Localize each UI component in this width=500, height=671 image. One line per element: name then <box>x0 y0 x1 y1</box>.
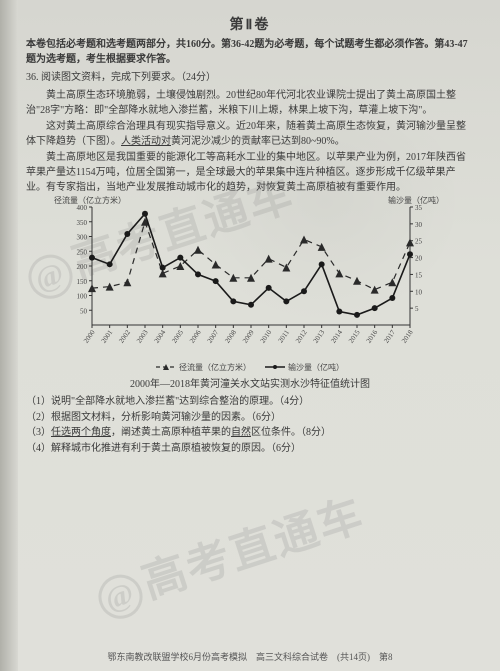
svg-text:5: 5 <box>415 305 419 313</box>
underlined-text: 任选两个角度 <box>51 427 111 438</box>
runoff-sediment-chart: 5010015020025030035040051015202530352000… <box>60 199 440 364</box>
svg-text:2009: 2009 <box>241 328 256 344</box>
svg-text:2003: 2003 <box>135 328 150 344</box>
svg-text:2001: 2001 <box>100 328 115 344</box>
svg-text:2006: 2006 <box>188 328 203 344</box>
svg-text:150: 150 <box>77 277 88 285</box>
svg-text:2000: 2000 <box>82 328 97 344</box>
paragraph-tail: 黄河泥沙减少的贡献率已达到80~90%。 <box>171 136 345 147</box>
paragraph: 黄土高原地区是我国重要的能源化工等高耗水工业的集中地区。以苹果产业为例，2017… <box>26 150 474 195</box>
chart-svg: 5010015020025030035040051015202530352000… <box>60 199 440 349</box>
svg-text:25: 25 <box>415 237 423 245</box>
svg-text:2012: 2012 <box>294 328 309 344</box>
section-title: 第Ⅱ卷 <box>26 14 474 34</box>
svg-text:2004: 2004 <box>153 328 168 344</box>
left-y-axis-title: 径流量（亿立方米） <box>54 195 126 206</box>
svg-text:2017: 2017 <box>382 328 397 344</box>
svg-text:10: 10 <box>415 288 423 296</box>
svg-text:2008: 2008 <box>223 328 238 344</box>
sub-question: （4）解释城市化推进有利于黄土高原植被恢复的原因。（6分） <box>26 441 474 457</box>
instructions: 本卷包括必考题和选考题两部分，共160分。第36-42题为必考题，每个试题考生都… <box>26 38 474 67</box>
sub-question: （3）任选两个角度，阐述黄土高原种植苹果的自然区位条件。（8分） <box>26 425 474 441</box>
chart-caption: 2000年—2018年黄河潼关水文站实测水沙特征值统计图 <box>26 375 474 390</box>
svg-text:20: 20 <box>415 254 423 262</box>
right-y-axis-title: 输沙量（亿吨） <box>388 195 444 206</box>
svg-text:2013: 2013 <box>312 328 327 344</box>
svg-text:2014: 2014 <box>329 328 344 344</box>
svg-text:200: 200 <box>77 263 88 271</box>
svg-text:30: 30 <box>415 220 423 228</box>
svg-text:350: 350 <box>77 218 88 226</box>
svg-text:2002: 2002 <box>117 328 132 344</box>
question-header: 36. 阅读图文资料，完成下列要求。（24分） <box>26 71 474 86</box>
svg-text:250: 250 <box>77 248 88 256</box>
answer-blank-area <box>26 456 474 656</box>
page-left-edge <box>0 0 18 671</box>
sub-question: （1）说明"全部降水就地入渗拦蓄"达到综合整治的原理。（4分） <box>26 394 474 410</box>
svg-text:300: 300 <box>77 233 88 241</box>
svg-text:2018: 2018 <box>400 328 415 344</box>
paragraph: 黄土高原生态环境脆弱，土壤侵蚀剧烈。20世纪80年代河北农业课院士提出了黄土高原… <box>26 88 474 118</box>
svg-text:100: 100 <box>77 292 88 300</box>
paragraph: 这对黄土高原综合治理具有现实指导意义。近20年来，随着黄土高原生态恢复，黄河输沙… <box>26 119 474 149</box>
svg-text:2015: 2015 <box>347 328 362 344</box>
svg-text:2007: 2007 <box>206 328 221 344</box>
svg-text:50: 50 <box>80 307 88 315</box>
sub-question: （2）根据图文材料，分析影响黄河输沙量的因素。（6分） <box>26 410 474 426</box>
svg-text:2011: 2011 <box>277 328 292 344</box>
svg-text:2016: 2016 <box>365 328 380 344</box>
page-content: 第Ⅱ卷 本卷包括必考题和选考题两部分，共160分。第36-42题为必考题，每个试… <box>26 14 474 656</box>
svg-text:2010: 2010 <box>259 328 274 344</box>
underlined-text: 自然 <box>231 427 251 438</box>
svg-text:15: 15 <box>415 271 423 279</box>
underlined-text: 人类活动对 <box>121 136 171 147</box>
svg-text:2005: 2005 <box>170 328 185 344</box>
